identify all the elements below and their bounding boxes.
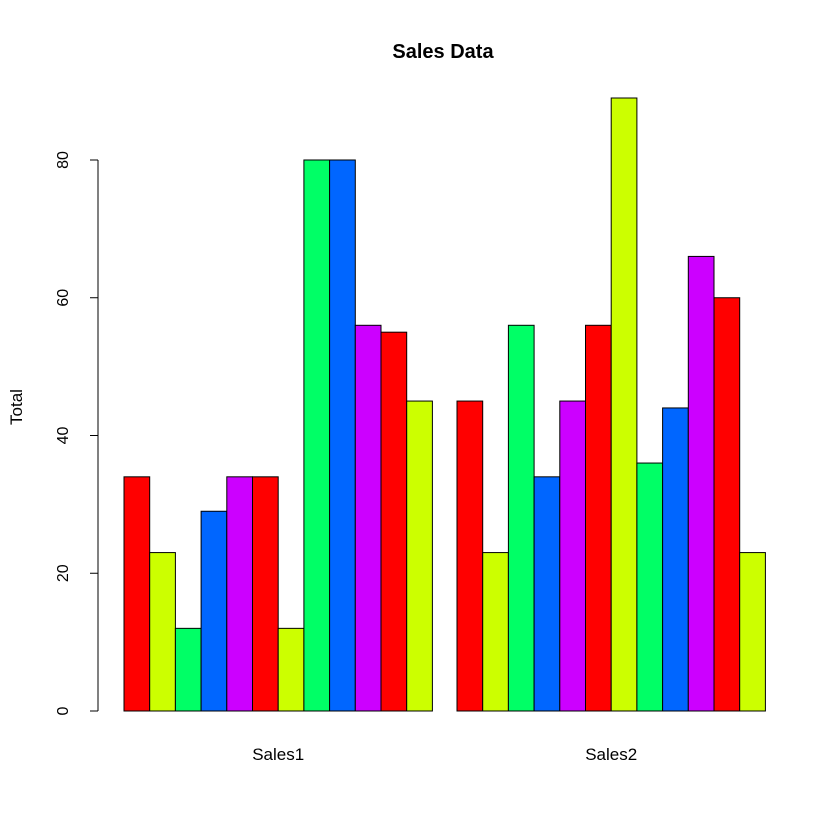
- bar-sales1-1: [123, 476, 151, 712]
- bar-sales1-6: [252, 476, 279, 712]
- bars: [123, 97, 766, 712]
- bar-sales2-9: [662, 407, 689, 712]
- bar-sales2-5: [559, 400, 586, 712]
- y-tick-label: 80: [55, 151, 72, 169]
- bar-sales2-6: [585, 324, 612, 712]
- chart-title: Sales Data: [392, 41, 494, 63]
- y-tick-label: 0: [55, 706, 72, 715]
- y-tick-label: 60: [55, 289, 72, 307]
- bar-sales1-3: [174, 627, 202, 712]
- bar-sales2-7: [610, 97, 638, 712]
- bar-sales2-11: [713, 297, 741, 712]
- bar-sales1-9: [329, 159, 356, 712]
- y-tick-label: 20: [55, 564, 72, 582]
- bar-sales1-12: [406, 400, 433, 712]
- bar-sales1-2: [149, 552, 176, 712]
- bar-sales1-7: [277, 627, 305, 712]
- y-axis: 0 20 40 60 80: [55, 151, 99, 715]
- x-group-label: Sales1: [252, 745, 304, 764]
- x-group-label: Sales2: [585, 745, 637, 764]
- y-tick-label: 40: [55, 426, 72, 444]
- bar-sales1-5: [226, 476, 254, 712]
- bar-sales1-4: [200, 510, 228, 712]
- bar-sales2-10: [687, 255, 715, 712]
- bar-sales1-11: [380, 331, 408, 712]
- bar-sales2-8: [636, 462, 664, 712]
- y-axis-label: Total: [7, 389, 26, 425]
- bar-sales2-1: [456, 400, 484, 712]
- bar-sales2-2: [482, 552, 509, 712]
- x-axis-group-labels: Sales1 Sales2: [252, 745, 637, 764]
- bar-sales2-4: [533, 476, 561, 712]
- bar-sales2-12: [739, 552, 766, 712]
- bar-sales1-10: [354, 324, 382, 712]
- bar-sales1-8: [303, 159, 331, 712]
- bar-sales2-3: [507, 324, 535, 712]
